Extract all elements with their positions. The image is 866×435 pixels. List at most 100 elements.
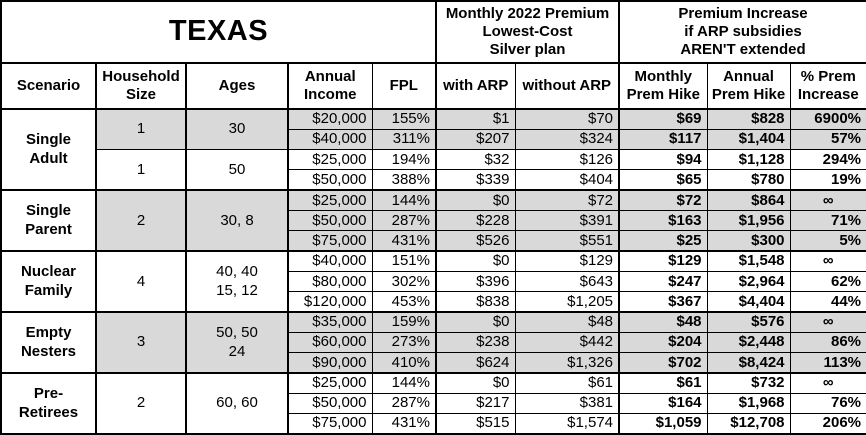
fpl-cell: 287% <box>371 210 437 232</box>
with-arp-cell: $339 <box>435 169 516 191</box>
scenario-cell: Nuclear Family <box>0 250 97 313</box>
without-arp-cell: $324 <box>514 128 621 151</box>
pct-increase-cell: ∞ <box>789 250 866 273</box>
table-row: Nuclear Family 4 40, 40 15, 12 $40,000 151% $… <box>0 250 866 313</box>
annual-hike-cell: $828 <box>706 107 791 130</box>
monthly-hike-cell: $48 <box>618 311 708 333</box>
income-cell: $50,000 <box>287 210 373 232</box>
pct-increase-cell: 113% <box>789 352 866 374</box>
fpl-cell: 144% <box>371 372 437 394</box>
income-cell: $80,000 <box>287 270 373 293</box>
with-arp-cell: $228 <box>435 210 516 232</box>
fpl-cell: 311% <box>371 128 437 151</box>
monthly-hike-cell: $72 <box>618 189 708 212</box>
with-arp-cell: $0 <box>435 189 516 212</box>
without-arp-cell: $1,326 <box>514 352 621 374</box>
income-cell: $25,000 <box>287 189 373 212</box>
with-arp-cell: $624 <box>435 352 516 374</box>
income-cell: $50,000 <box>287 169 373 191</box>
household-size-cell: 1 <box>95 108 187 151</box>
pct-increase-cell: 5% <box>789 230 866 252</box>
with-arp-cell: $238 <box>435 331 516 354</box>
without-arp-cell: $48 <box>514 311 621 333</box>
with-arp-cell: $0 <box>435 372 516 394</box>
pct-increase-cell: ∞ <box>789 372 866 394</box>
pct-increase-cell: 86% <box>789 331 866 354</box>
income-cell: $60,000 <box>287 331 373 354</box>
without-arp-cell: $551 <box>514 230 621 252</box>
col-header-without-arp: without ARP <box>514 62 621 110</box>
income-cell: $75,000 <box>287 230 373 252</box>
annual-hike-cell: $300 <box>706 230 791 252</box>
monthly-hike-cell: $117 <box>618 128 708 151</box>
col-header-scenario: Scenario <box>0 62 97 110</box>
with-arp-cell: $207 <box>435 128 516 151</box>
fpl-cell: 194% <box>371 149 437 171</box>
with-arp-cell: $838 <box>435 291 516 313</box>
pct-increase-cell: 6900% <box>789 107 866 130</box>
annual-hike-cell: $732 <box>706 372 791 394</box>
fpl-cell: 410% <box>371 352 437 374</box>
household-size-cell: 2 <box>95 189 187 252</box>
fpl-cell: 155% <box>371 107 437 130</box>
monthly-hike-cell: $163 <box>618 210 708 232</box>
household-size-cell: 3 <box>95 311 187 374</box>
income-cell: $35,000 <box>287 311 373 333</box>
pct-increase-cell: 57% <box>789 128 866 151</box>
col-header-annual-prem-hike: Annual Prem Hike <box>706 62 791 110</box>
income-cell: $75,000 <box>287 413 373 435</box>
with-arp-cell: $217 <box>435 392 516 415</box>
ages-cell: 30 <box>185 108 289 151</box>
monthly-hike-cell: $702 <box>618 352 708 374</box>
monthly-hike-cell: $164 <box>618 392 708 415</box>
without-arp-cell: $70 <box>514 107 621 130</box>
table-row: Pre- Retirees 2 60, 60 $25,000 144% $0 $61 $61 $… <box>0 372 866 435</box>
pct-increase-cell: ∞ <box>789 311 866 333</box>
with-arp-cell: $515 <box>435 413 516 435</box>
pct-increase-cell: ∞ <box>789 189 866 212</box>
col-header-household-size: Household Size <box>95 62 187 110</box>
pct-increase-cell: 294% <box>789 149 866 171</box>
col-header-annual-income: Annual Income <box>287 62 373 110</box>
without-arp-cell: $1,574 <box>514 413 621 435</box>
without-arp-cell: $72 <box>514 189 621 212</box>
income-cell: $40,000 <box>287 128 373 151</box>
fpl-cell: 159% <box>371 311 437 333</box>
col-header-with-arp: with ARP <box>435 62 516 110</box>
col-header-monthly-prem-hike: Monthly Prem Hike <box>618 62 708 110</box>
table-row: $50,000 287% $217 $381 $164 $1,968 76% <box>1 392 866 415</box>
table-row: $75,000 431% $515 $1,574 $1,059 $12,708 206% <box>1 413 866 435</box>
without-arp-cell: $381 <box>514 392 621 415</box>
monthly-hike-cell: $204 <box>618 331 708 354</box>
pct-increase-cell: 44% <box>789 291 866 313</box>
income-cell: $25,000 <box>287 372 373 394</box>
scenario-cell: Pre- Retirees <box>0 372 97 435</box>
col-header-ages: Ages <box>185 62 289 110</box>
annual-hike-cell: $12,708 <box>706 413 791 435</box>
monthly-hike-cell: $1,059 <box>618 413 708 435</box>
scenario-cell: Single Adult <box>0 107 97 191</box>
annual-hike-cell: $2,964 <box>706 270 791 293</box>
monthly-hike-cell: $65 <box>618 169 708 191</box>
household-size-cell: 4 <box>95 250 187 313</box>
household-size-cell: 1 <box>95 149 187 191</box>
pct-increase-cell: 62% <box>789 270 866 293</box>
without-arp-cell: $391 <box>514 210 621 232</box>
income-cell: $25,000 <box>287 149 373 171</box>
with-arp-cell: $526 <box>435 230 516 252</box>
without-arp-cell: $61 <box>514 372 621 394</box>
ages-cell: 50, 50 24 <box>185 311 289 374</box>
fpl-cell: 287% <box>371 392 437 415</box>
col-header-fpl: FPL <box>371 62 437 110</box>
pct-increase-cell: 206% <box>789 413 866 435</box>
fpl-cell: 453% <box>371 291 437 313</box>
income-cell: $90,000 <box>287 352 373 374</box>
table-row: $50,000 388% $339 $404 $65 $780 19% <box>1 169 866 191</box>
annual-hike-cell: $1,128 <box>706 149 791 171</box>
fpl-cell: 431% <box>371 413 437 435</box>
monthly-hike-cell: $69 <box>618 107 708 130</box>
with-arp-cell: $396 <box>435 270 516 293</box>
table-row: 1 50 $25,000 194% $32 $126 $94 $1,128 294% <box>1 149 866 191</box>
